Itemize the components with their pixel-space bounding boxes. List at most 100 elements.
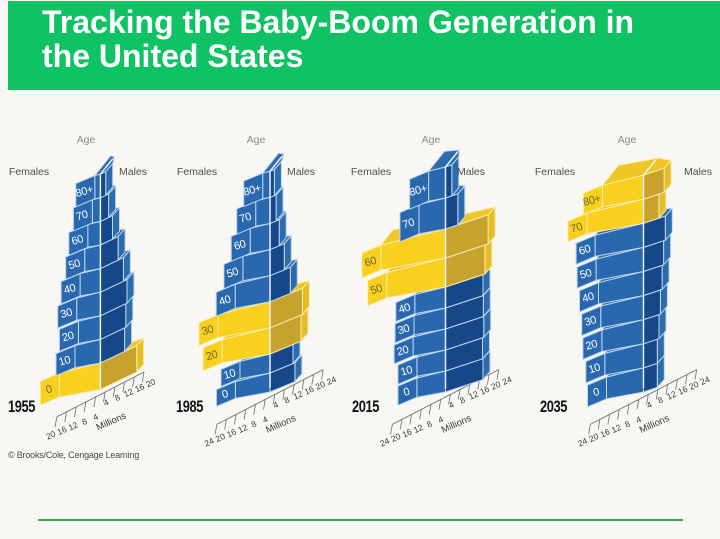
svg-text:30: 30 xyxy=(583,314,598,329)
svg-text:12: 12 xyxy=(610,422,623,435)
svg-text:12: 12 xyxy=(292,389,305,402)
svg-text:0: 0 xyxy=(221,388,230,401)
svg-text:4: 4 xyxy=(102,397,111,408)
svg-text:24: 24 xyxy=(699,374,712,387)
svg-text:Millions: Millions xyxy=(440,413,474,436)
svg-text:24: 24 xyxy=(576,435,589,448)
svg-text:Females: Females xyxy=(9,166,49,178)
svg-text:12: 12 xyxy=(412,422,425,435)
svg-text:12: 12 xyxy=(467,389,480,402)
svg-text:20: 20 xyxy=(205,348,220,363)
svg-text:Females: Females xyxy=(177,166,217,178)
svg-text:40: 40 xyxy=(63,282,78,297)
svg-text:20: 20 xyxy=(587,431,600,444)
svg-text:70: 70 xyxy=(569,221,584,236)
svg-text:20: 20 xyxy=(144,376,157,389)
svg-text:4: 4 xyxy=(447,399,456,410)
svg-text:0: 0 xyxy=(402,386,411,399)
svg-text:16: 16 xyxy=(56,424,69,437)
svg-text:Males: Males xyxy=(457,166,485,178)
svg-text:10: 10 xyxy=(587,361,602,376)
svg-text:0: 0 xyxy=(45,383,54,396)
svg-text:60: 60 xyxy=(578,243,593,258)
svg-text:30: 30 xyxy=(200,323,215,338)
svg-text:60: 60 xyxy=(233,238,248,253)
svg-text:Males: Males xyxy=(684,166,712,178)
svg-text:70: 70 xyxy=(401,216,416,231)
svg-text:16: 16 xyxy=(303,384,316,397)
svg-text:40: 40 xyxy=(218,293,233,308)
svg-text:20: 20 xyxy=(489,379,502,392)
svg-text:Age: Age xyxy=(422,134,441,146)
svg-text:Millions: Millions xyxy=(95,410,129,433)
svg-text:30: 30 xyxy=(396,322,411,337)
svg-text:80+: 80+ xyxy=(408,183,428,199)
svg-text:8: 8 xyxy=(623,418,632,429)
svg-text:24: 24 xyxy=(501,374,514,387)
svg-text:0: 0 xyxy=(592,386,601,399)
svg-text:1985: 1985 xyxy=(176,399,203,417)
svg-text:40: 40 xyxy=(581,290,596,305)
svg-text:4: 4 xyxy=(91,411,100,422)
svg-text:1955: 1955 xyxy=(8,399,35,417)
svg-text:12: 12 xyxy=(67,419,80,432)
svg-text:50: 50 xyxy=(225,266,240,281)
svg-text:10: 10 xyxy=(222,367,237,382)
svg-text:8: 8 xyxy=(283,394,292,405)
svg-text:10: 10 xyxy=(399,364,414,379)
svg-text:Females: Females xyxy=(535,166,575,178)
svg-text:Males: Males xyxy=(119,166,147,178)
svg-text:8: 8 xyxy=(458,394,467,405)
svg-text:20: 20 xyxy=(44,428,57,441)
svg-text:50: 50 xyxy=(67,257,82,272)
svg-text:60: 60 xyxy=(363,255,378,270)
svg-text:4: 4 xyxy=(271,399,280,410)
svg-text:20: 20 xyxy=(396,344,411,359)
svg-text:8: 8 xyxy=(113,392,122,403)
svg-text:20: 20 xyxy=(389,431,402,444)
svg-text:8: 8 xyxy=(425,418,434,429)
svg-text:80+: 80+ xyxy=(582,193,602,209)
svg-text:20: 20 xyxy=(314,379,327,392)
svg-text:8: 8 xyxy=(250,418,259,429)
svg-text:16: 16 xyxy=(225,426,238,439)
svg-text:4: 4 xyxy=(645,399,654,410)
svg-text:16: 16 xyxy=(478,384,491,397)
svg-text:50: 50 xyxy=(579,267,594,282)
svg-text:60: 60 xyxy=(70,233,85,248)
svg-text:80+: 80+ xyxy=(242,182,262,198)
svg-text:50: 50 xyxy=(369,282,384,297)
svg-text:24: 24 xyxy=(378,435,391,448)
svg-text:Males: Males xyxy=(287,166,315,178)
svg-text:70: 70 xyxy=(238,211,253,226)
svg-text:16: 16 xyxy=(676,384,689,397)
svg-text:70: 70 xyxy=(75,208,90,223)
svg-text:20: 20 xyxy=(214,431,227,444)
svg-text:Females: Females xyxy=(351,166,391,178)
svg-text:10: 10 xyxy=(57,354,72,369)
svg-text:20: 20 xyxy=(61,330,76,345)
svg-text:2035: 2035 xyxy=(540,399,567,417)
svg-text:12: 12 xyxy=(122,386,135,399)
svg-text:24: 24 xyxy=(325,374,338,387)
svg-text:4: 4 xyxy=(634,414,643,425)
svg-text:Age: Age xyxy=(618,134,637,146)
svg-text:12: 12 xyxy=(665,389,678,402)
svg-text:8: 8 xyxy=(656,394,665,405)
svg-text:40: 40 xyxy=(397,301,412,316)
svg-text:20: 20 xyxy=(687,379,700,392)
svg-text:24: 24 xyxy=(203,435,216,448)
svg-text:Age: Age xyxy=(247,134,266,146)
svg-text:16: 16 xyxy=(599,426,612,439)
svg-text:12: 12 xyxy=(236,422,249,435)
svg-text:Millions: Millions xyxy=(638,413,672,436)
svg-text:16: 16 xyxy=(133,381,146,394)
svg-text:16: 16 xyxy=(401,426,414,439)
svg-text:Age: Age xyxy=(77,134,96,146)
svg-text:20: 20 xyxy=(584,338,599,353)
svg-text:30: 30 xyxy=(59,306,74,321)
svg-text:4: 4 xyxy=(261,414,270,425)
svg-text:4: 4 xyxy=(436,414,445,425)
svg-text:Millions: Millions xyxy=(264,413,298,436)
svg-text:2015: 2015 xyxy=(352,399,379,417)
